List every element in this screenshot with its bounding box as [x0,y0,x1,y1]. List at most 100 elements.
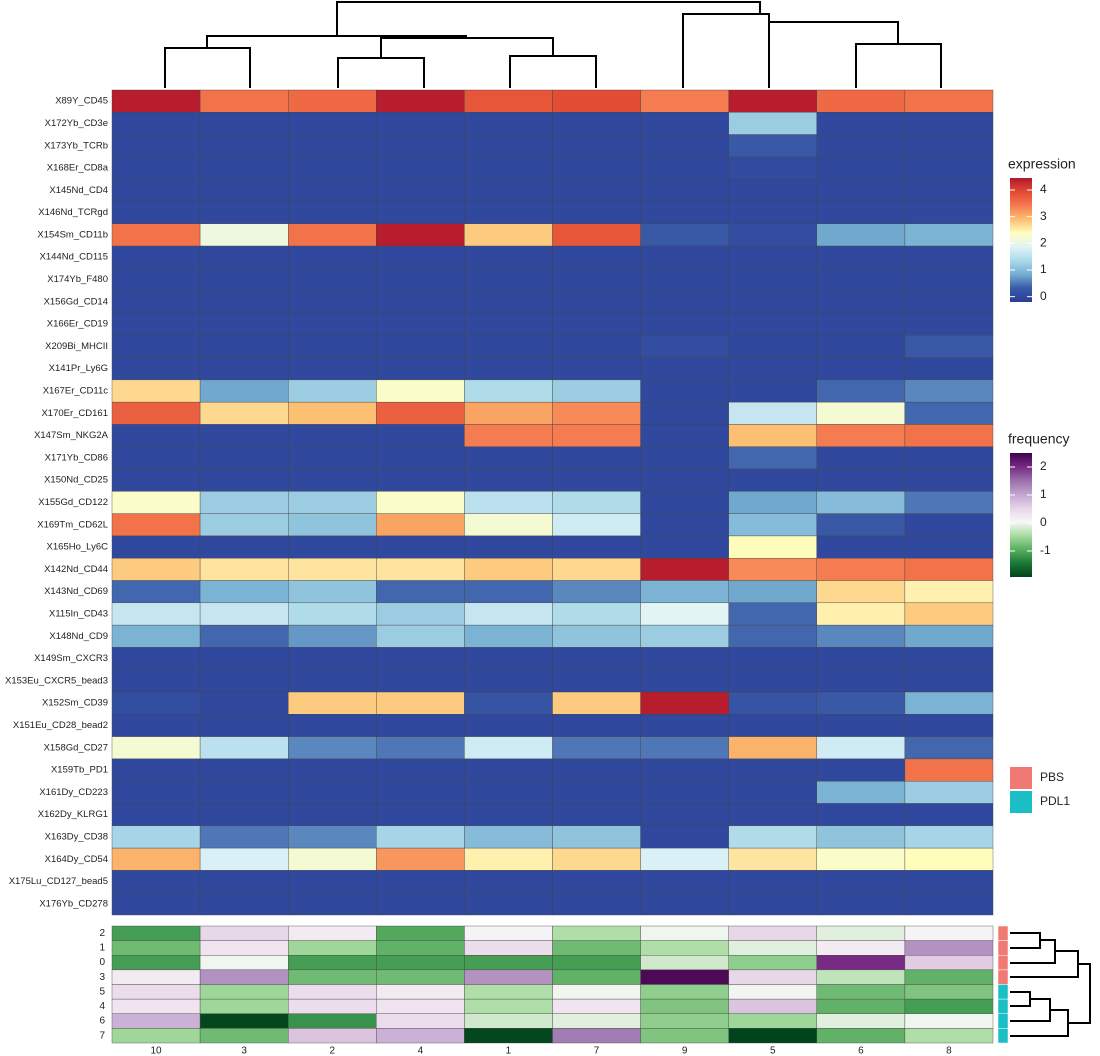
column-label: 2 [329,1046,335,1056]
heatmap-cell [111,312,201,336]
heatmap-cell [552,714,641,737]
heatmap-cell [464,468,553,492]
heatmap-cell [728,513,818,537]
row-label: X151Eu_CD28_bead2 [13,720,108,731]
heatmap-cell [728,468,818,492]
heatmap-cell [288,357,377,381]
annotation-cell [904,940,994,956]
heatmap-cell [728,647,818,670]
heatmap-cell [816,714,906,737]
annotation-cell [464,940,553,956]
heatmap-cell [640,357,729,381]
heatmap-cell [111,178,201,202]
heatmap-cell [640,245,729,269]
colorbar-tick-label: 1 [1040,262,1047,276]
heatmap-cell [816,223,906,247]
heatmap-cell [464,178,553,202]
annotation-cell [199,969,289,985]
heatmap-cell [376,513,465,537]
heatmap-cell [199,647,289,670]
heatmap-cell [288,468,377,492]
heatmap-cell [464,312,553,336]
heatmap-cell [111,89,201,113]
annotation-cell [640,925,729,941]
annotation-cell [728,1028,818,1044]
heatmap-cell [904,290,994,314]
annotation-cell [816,1028,906,1044]
annotation-cell [199,1013,289,1029]
heatmap-cell [640,825,729,849]
heatmap-cell [904,178,994,202]
column-label: 3 [241,1046,247,1056]
heatmap-cell [376,825,465,849]
heatmap-cell [376,178,465,202]
heatmap-cell [904,669,994,693]
heatmap-cell [464,847,553,871]
row-label: X166Er_CD19 [47,319,108,330]
heatmap-cell [111,112,201,135]
heatmap-cell [288,535,377,559]
group-cell [997,1028,1009,1044]
heatmap-cell [552,178,641,202]
heatmap-cell [376,691,465,715]
heatmap-cell [288,580,377,604]
heatmap-cell [111,513,201,537]
heatmap-cell [816,892,906,916]
heatmap-cell [288,624,377,648]
heatmap-cell [728,825,818,849]
heatmap-cell [816,112,906,135]
heatmap-cell [111,446,201,470]
column-label: 9 [682,1046,688,1056]
heatmap-cell [464,335,553,358]
row-label: X176Yb_CD278 [39,898,108,909]
heatmap-cell [288,335,377,358]
heatmap-cell [288,669,377,693]
heatmap-cell [464,446,553,470]
annotation-row-label: 2 [99,928,105,939]
heatmap-cell [199,870,289,893]
annotation-cell [640,940,729,956]
heatmap-cell [552,223,641,247]
annotation-cell [288,1028,377,1044]
heatmap-cell [728,156,818,180]
heatmap-cell [199,379,289,403]
heatmap-cell [376,535,465,559]
heatmap-cell [376,491,465,514]
heatmap-cell [288,847,377,871]
annotation-cell [199,984,289,1000]
heatmap-cell [376,468,465,492]
heatmap-cell [464,223,553,247]
heatmap-cell [111,624,201,648]
annotation-cell [376,1013,465,1029]
legend-label: PBS [1040,770,1064,784]
heatmap-cell [640,290,729,314]
heatmap-cell [728,580,818,604]
annotation-cell [288,925,377,941]
heatmap-cell [904,647,994,670]
row-label: X142Nd_CD44 [44,564,108,575]
heatmap-cell [728,245,818,269]
heatmap-cell [640,401,729,425]
colorbar-tick-label: 0 [1040,515,1047,529]
heatmap-cell [816,491,906,514]
heatmap-cell [552,870,641,893]
heatmap-cell [904,446,994,470]
heatmap-cell [288,803,377,827]
column-label: 8 [946,1046,952,1056]
heatmap-cell [640,491,729,514]
heatmap-cell [464,424,553,447]
row-label: X153Eu_CXCR5_bead3 [5,675,108,686]
heatmap-cell [552,736,641,760]
heatmap-cell [640,89,729,113]
annotation-cell [464,998,553,1014]
heatmap-cell [904,624,994,648]
heatmap-cell [552,847,641,871]
heatmap-cell [640,847,729,871]
heatmap-cell [552,112,641,135]
heatmap-cell [464,156,553,180]
heatmap-cell [728,201,818,224]
heatmap-cell [111,401,201,425]
annotation-cell [904,984,994,1000]
annotation-cell [904,969,994,985]
annotation-cell [111,925,201,941]
